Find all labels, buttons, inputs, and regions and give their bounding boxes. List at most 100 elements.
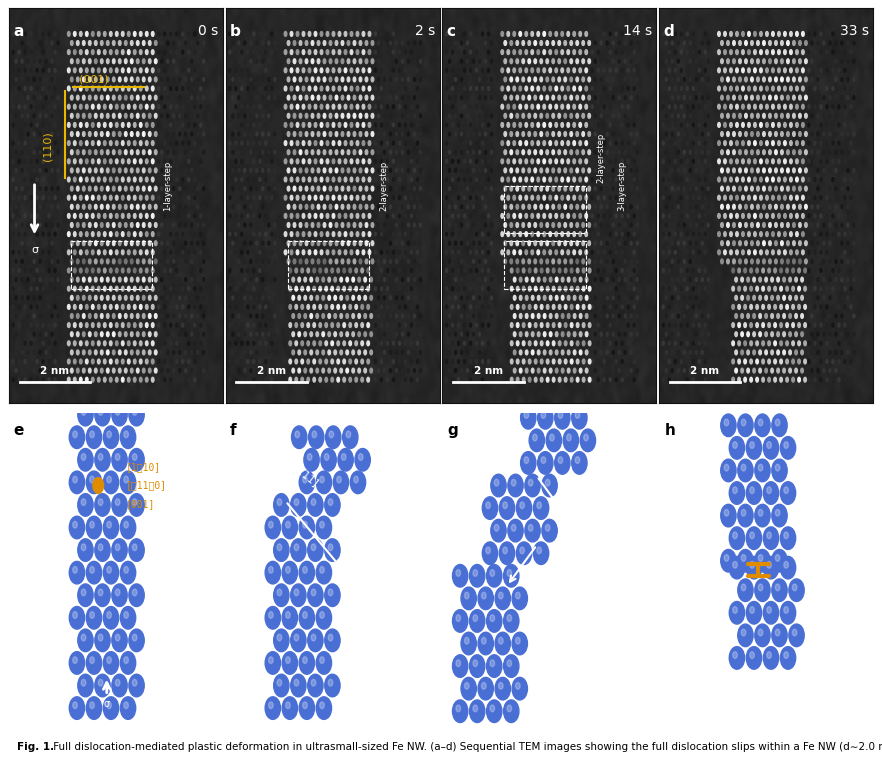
Circle shape xyxy=(377,59,379,63)
Circle shape xyxy=(482,123,483,127)
Circle shape xyxy=(519,141,521,145)
Circle shape xyxy=(789,141,792,145)
Circle shape xyxy=(458,105,460,109)
Circle shape xyxy=(832,69,834,72)
Circle shape xyxy=(636,260,639,264)
Circle shape xyxy=(621,378,624,382)
Circle shape xyxy=(335,41,338,45)
Circle shape xyxy=(606,368,609,372)
Circle shape xyxy=(780,341,782,346)
Circle shape xyxy=(847,223,849,227)
Circle shape xyxy=(689,169,691,172)
Circle shape xyxy=(692,142,694,145)
Circle shape xyxy=(303,657,307,663)
Circle shape xyxy=(36,250,38,254)
Circle shape xyxy=(179,150,181,154)
Circle shape xyxy=(460,314,462,318)
Circle shape xyxy=(540,241,542,246)
Circle shape xyxy=(173,59,175,63)
Circle shape xyxy=(375,123,377,127)
Circle shape xyxy=(458,287,460,291)
Circle shape xyxy=(464,268,466,272)
Circle shape xyxy=(71,186,73,191)
Circle shape xyxy=(284,123,287,127)
Circle shape xyxy=(338,196,340,200)
Circle shape xyxy=(86,31,88,36)
Circle shape xyxy=(600,150,602,154)
Circle shape xyxy=(92,31,94,36)
Circle shape xyxy=(606,41,609,45)
Circle shape xyxy=(576,241,579,246)
Circle shape xyxy=(83,204,85,210)
Circle shape xyxy=(744,223,747,228)
Circle shape xyxy=(405,342,407,345)
Circle shape xyxy=(348,186,350,191)
Circle shape xyxy=(850,305,852,309)
Circle shape xyxy=(420,260,422,264)
Circle shape xyxy=(101,41,103,45)
Circle shape xyxy=(232,278,234,282)
Circle shape xyxy=(241,305,243,309)
Circle shape xyxy=(203,132,205,136)
Circle shape xyxy=(680,142,683,145)
Circle shape xyxy=(541,378,543,382)
Circle shape xyxy=(612,314,614,318)
Circle shape xyxy=(452,232,453,236)
Circle shape xyxy=(293,168,295,173)
Circle shape xyxy=(772,504,787,527)
Circle shape xyxy=(546,186,549,191)
Circle shape xyxy=(780,378,782,382)
Circle shape xyxy=(12,287,14,291)
Circle shape xyxy=(83,278,85,282)
Circle shape xyxy=(689,114,691,118)
Circle shape xyxy=(721,95,723,100)
Circle shape xyxy=(630,205,632,209)
Circle shape xyxy=(308,539,323,561)
Circle shape xyxy=(401,368,403,372)
Circle shape xyxy=(718,250,721,255)
Circle shape xyxy=(148,204,151,210)
Circle shape xyxy=(294,680,299,686)
Circle shape xyxy=(804,59,807,63)
Circle shape xyxy=(850,287,852,291)
Circle shape xyxy=(109,50,112,55)
Circle shape xyxy=(615,214,617,218)
Circle shape xyxy=(284,50,287,55)
Circle shape xyxy=(765,296,767,300)
Circle shape xyxy=(93,478,103,493)
Circle shape xyxy=(853,332,855,336)
Circle shape xyxy=(769,41,771,45)
Circle shape xyxy=(784,231,786,236)
Circle shape xyxy=(98,634,103,641)
Circle shape xyxy=(94,368,97,373)
Text: a: a xyxy=(13,23,24,38)
Circle shape xyxy=(763,168,766,173)
Circle shape xyxy=(131,186,133,191)
Circle shape xyxy=(744,186,747,191)
Circle shape xyxy=(721,414,736,436)
Circle shape xyxy=(510,113,512,118)
Circle shape xyxy=(479,350,481,354)
Circle shape xyxy=(621,50,624,54)
Circle shape xyxy=(407,278,409,282)
Circle shape xyxy=(541,359,543,364)
Circle shape xyxy=(671,314,673,318)
Circle shape xyxy=(158,378,160,382)
Circle shape xyxy=(662,142,664,145)
Circle shape xyxy=(674,250,676,254)
Circle shape xyxy=(18,342,20,345)
Circle shape xyxy=(241,323,243,327)
Circle shape xyxy=(516,59,519,63)
Circle shape xyxy=(129,449,145,471)
Circle shape xyxy=(498,637,503,644)
Circle shape xyxy=(844,342,846,345)
Circle shape xyxy=(561,350,564,355)
Circle shape xyxy=(103,141,106,145)
Circle shape xyxy=(814,105,816,109)
Circle shape xyxy=(122,123,124,127)
Circle shape xyxy=(262,260,264,264)
Circle shape xyxy=(371,186,374,191)
Circle shape xyxy=(48,69,50,72)
Circle shape xyxy=(808,50,810,54)
Circle shape xyxy=(395,368,398,372)
